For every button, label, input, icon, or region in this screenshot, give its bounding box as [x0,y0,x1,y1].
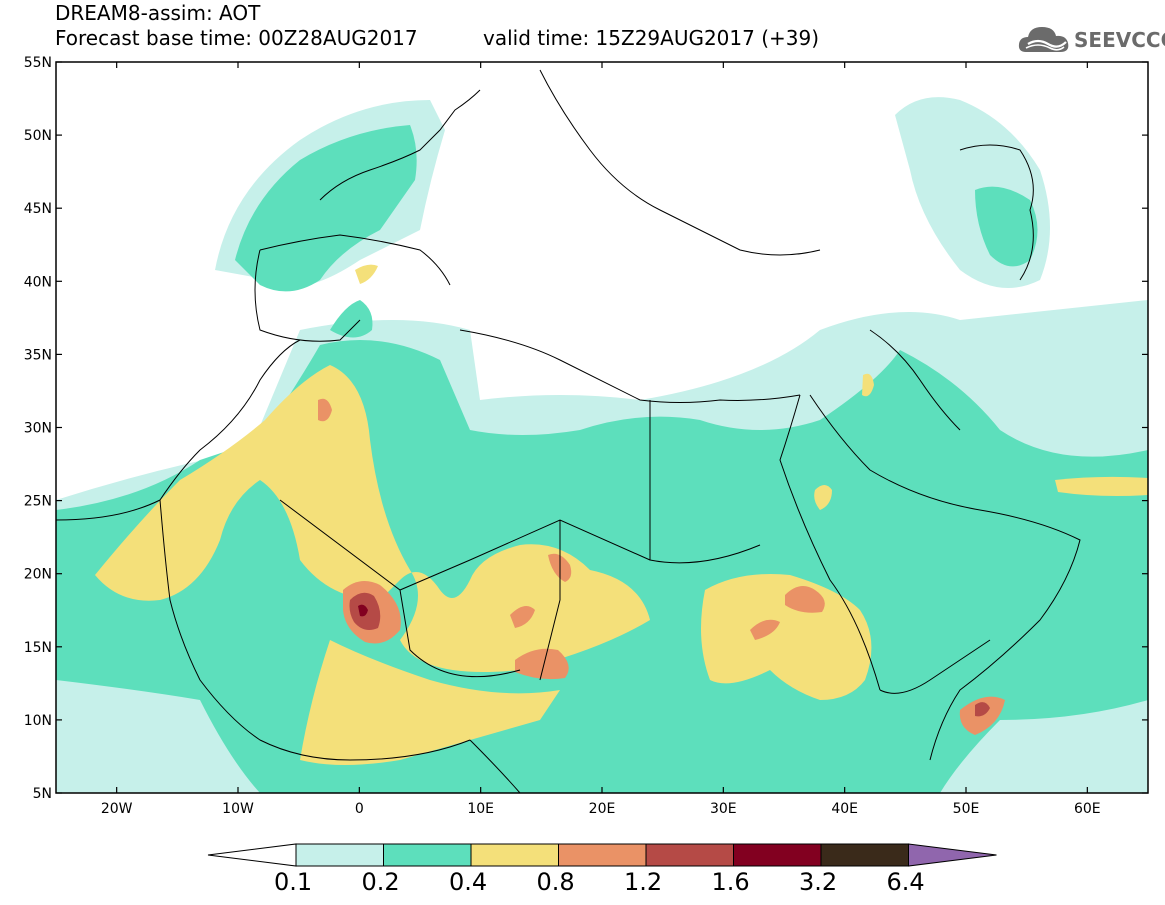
colorbar-label: 0.1 [274,868,313,896]
lat-label: 15N [24,640,52,656]
aot-band-1.6 [358,604,368,617]
lon-labels: 20W 10W 0 10E 20E 30E 40E 50E 60E [101,801,1101,817]
lat-label: 25N [24,494,52,510]
lon-label: 60E [1074,801,1101,817]
lon-label: 0 [355,801,364,817]
colorbar-max-arrow [908,843,997,867]
colorbar-label: 0.4 [449,868,488,896]
cloud-icon [1018,27,1069,52]
aot-field [56,62,1148,793]
colorbar-label: 3.2 [799,868,838,896]
colorbar-segment [470,843,559,867]
lat-label: 30N [24,421,52,437]
axis-ticks [56,61,1148,794]
lon-label: 40E [831,801,858,817]
colorbar-label: 1.2 [624,868,663,896]
lon-label: 50E [953,801,980,817]
seevccc-logo: SEEVCCC [1018,22,1165,58]
map-title: DREAM8-assim: AOT [55,1,261,25]
lat-label: 50N [24,128,52,144]
colorbar [207,843,997,867]
colorbar-label: 1.6 [711,868,750,896]
lat-label: 5N [33,786,52,802]
lat-label: 35N [24,347,52,363]
colorbar-segment [295,843,384,867]
lat-label: 10N [24,713,52,729]
lon-label: 20W [101,801,133,817]
lat-label: 40N [24,274,52,290]
lat-label: 20N [24,567,52,583]
lon-label: 30E [710,801,737,817]
forecast-base-time: Forecast base time: 00Z28AUG2017 [55,26,418,50]
lon-label: 10W [222,801,254,817]
colorbar-segment [383,843,472,867]
aot-band-0.4 [95,264,1148,765]
lat-label: 45N [24,201,52,217]
colorbar-segment [645,843,734,867]
valid-time: valid time: 15Z29AUG2017 (+39) [483,26,820,50]
colorbar-label: 0.8 [536,868,575,896]
coastlines [56,69,1081,793]
lat-label: 55N [24,55,52,71]
lat-labels: 55N 50N 45N 40N 35N 30N 25N 20N 15N 10N 5N [24,55,52,802]
colorbar-label: 0.2 [361,868,400,896]
logo-text: SEEVCCC [1074,28,1165,52]
colorbar-segment [733,843,822,867]
lon-label: 10E [467,801,494,817]
colorbar-segment [558,843,647,867]
colorbar-segment [820,843,909,867]
colorbar-label: 6.4 [886,868,925,896]
colorbar-min-arrow [207,843,297,867]
lon-label: 20E [589,801,616,817]
